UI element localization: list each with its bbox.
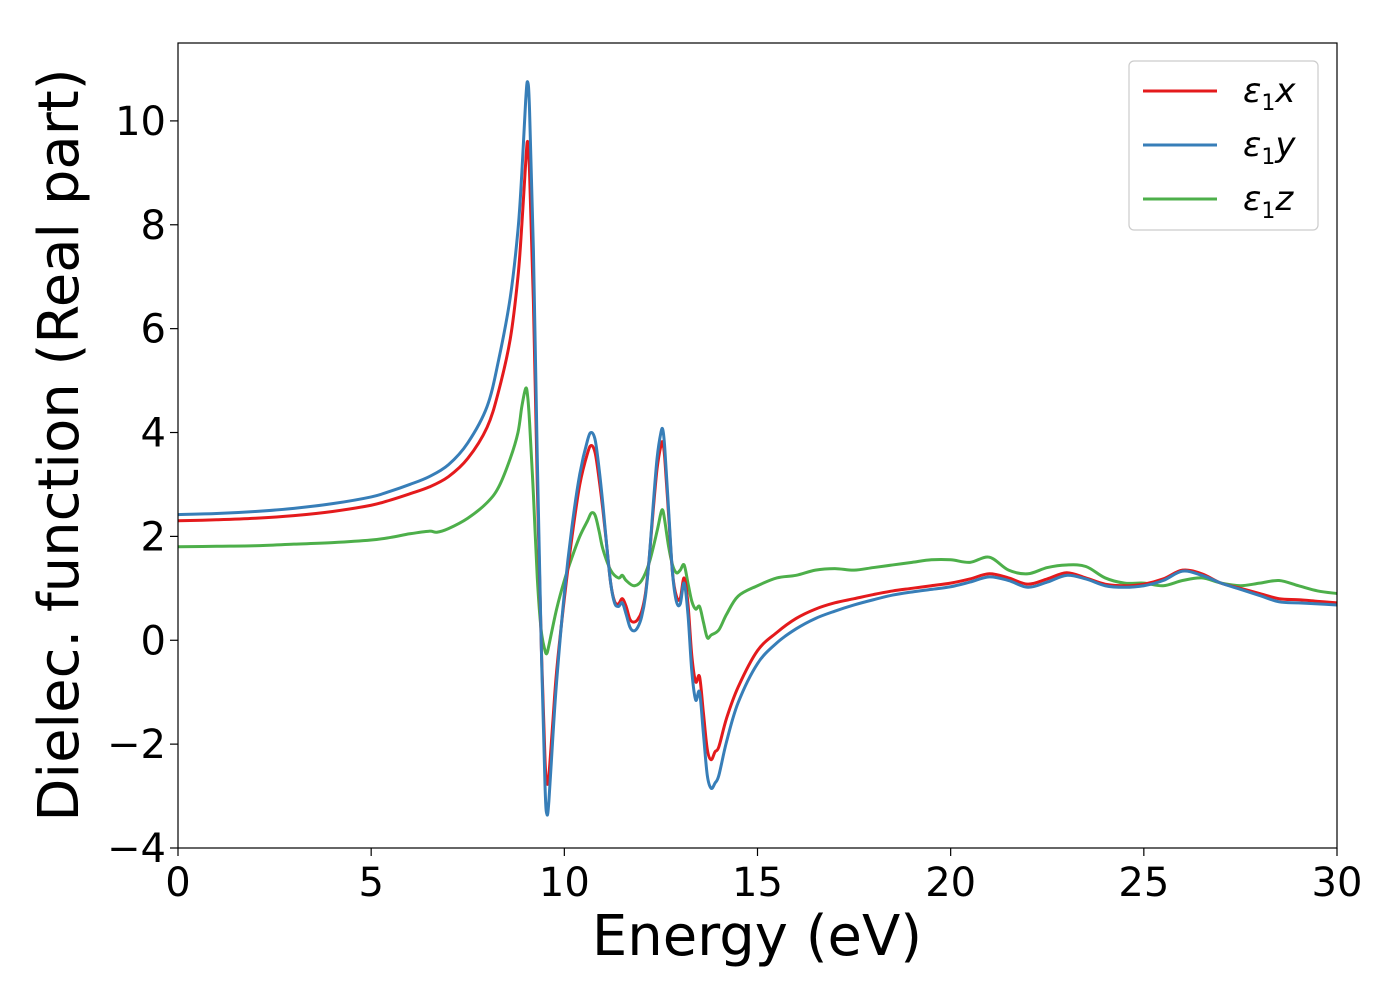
- y-tick-label: 2: [141, 514, 166, 560]
- x-tick-label: 5: [358, 860, 383, 906]
- series-line-z: [178, 386, 1337, 656]
- x-tick-label: 0: [165, 860, 190, 906]
- y-tick-label: 10: [115, 99, 166, 145]
- legend: ε1x ε1y ε1z: [1128, 60, 1319, 231]
- y-tick-label: 8: [141, 203, 166, 249]
- x-tick-label: 30: [1312, 860, 1363, 906]
- x-tick-label: 10: [539, 860, 590, 906]
- x-tick-label: 25: [1118, 860, 1169, 906]
- legend-label-z: ε1z: [1243, 179, 1294, 224]
- axes: 0 5 10 15 20 25 30 −4 −2 0 2 4 6 8 10: [107, 42, 1363, 906]
- x-axis-label: Energy (eV): [592, 904, 922, 969]
- y-tick-label: −4: [107, 826, 166, 872]
- y-tick-label: 0: [141, 618, 166, 664]
- legend-box: [1128, 60, 1319, 231]
- y-tick-label: 4: [141, 411, 166, 457]
- y-tick-label: −2: [107, 722, 166, 768]
- series-line-y: [178, 80, 1337, 817]
- y-tick-label: 6: [141, 307, 166, 353]
- x-tick-label: 15: [732, 860, 783, 906]
- series-line-x: [178, 140, 1337, 786]
- plot-area: [178, 80, 1337, 817]
- y-axis-label: Dielec. function (Real part): [27, 68, 92, 821]
- x-tick-label: 20: [925, 860, 976, 906]
- legend-label-y: ε1y: [1243, 125, 1296, 170]
- legend-label-x: ε1x: [1243, 71, 1296, 116]
